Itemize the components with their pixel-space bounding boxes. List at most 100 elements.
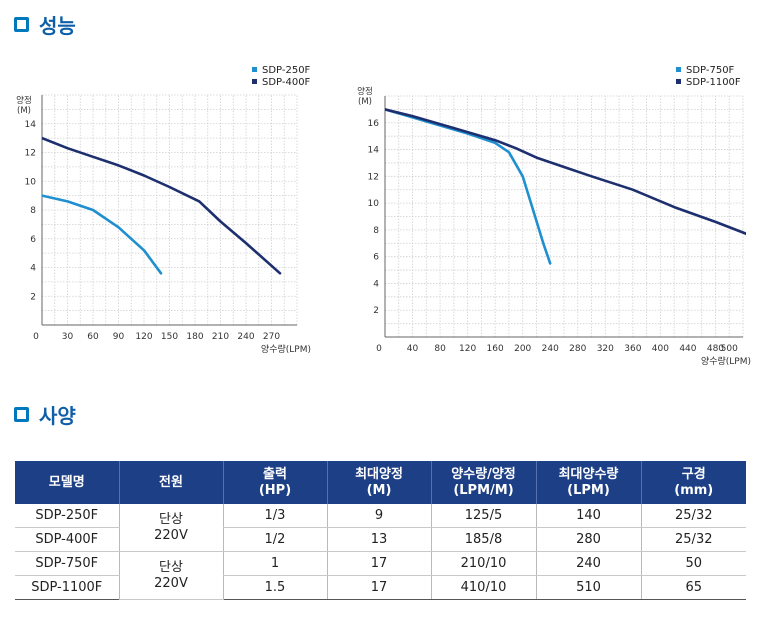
- x-tick-label: 210: [212, 332, 229, 342]
- cell-model: SDP-750F: [15, 551, 119, 576]
- x-tick-label: 360: [624, 344, 641, 354]
- cell-max-flow: 140: [535, 504, 641, 528]
- table-row: SDP-750F 단상 220V 1 17 210/10 240 50: [15, 551, 746, 600]
- x-tick-label: 0: [376, 344, 382, 354]
- table-row: SDP-1100F 1.5 17 410/10 510 65: [15, 575, 746, 600]
- x-tick-label: 440: [679, 344, 696, 354]
- y-tick-label: 8: [373, 226, 379, 236]
- y-axis-label: 양정: [16, 95, 32, 106]
- legend-swatch: [252, 79, 257, 84]
- table-row: SDP-250F 단상 220V 1/3 9 125/5 140 25/32: [15, 504, 746, 552]
- y-tick-label: 6: [30, 235, 36, 245]
- y-tick-label: 2: [30, 292, 36, 302]
- legend-swatch: [676, 67, 681, 72]
- x-tick-label: 120: [459, 344, 476, 354]
- x-tick-label: 60: [87, 332, 99, 342]
- y-tick-label: 10: [368, 199, 380, 209]
- x-tick-label: 270: [263, 332, 280, 342]
- series-line-sdp-250f: [42, 194, 163, 275]
- x-tick-label: 150: [161, 332, 178, 342]
- y-tick-label: 12: [368, 172, 379, 182]
- cell-max-head: 13: [326, 527, 431, 552]
- y-tick-label: 14: [25, 120, 37, 130]
- x-tick-label: 180: [186, 332, 203, 342]
- x-tick-label: 500: [721, 344, 738, 354]
- header-bore: 구경 (mm): [640, 461, 746, 504]
- legend-swatch: [252, 67, 257, 72]
- cell-max-head: 9: [326, 504, 431, 528]
- table-row: SDP-400F 1/2 13 185/8 280 25/32: [15, 527, 746, 552]
- x-tick-label: 320: [597, 344, 614, 354]
- cell-bore: 25/32: [640, 504, 746, 528]
- header-model: 모델명: [15, 461, 119, 504]
- x-tick-label: 280: [569, 344, 586, 354]
- cell-max-flow: 280: [535, 527, 641, 552]
- x-tick-label: 0: [33, 332, 39, 342]
- square-icon: [14, 407, 29, 422]
- cell-bore: 25/32: [640, 527, 746, 552]
- cell-hp: 1/3: [222, 504, 327, 528]
- header-power: 전원: [118, 461, 223, 504]
- x-tick-label: 80: [434, 344, 446, 354]
- header-output: 출력 (HP): [222, 461, 327, 504]
- x-tick-label: 240: [542, 344, 559, 354]
- x-axis-label: 양수량(LPM): [261, 343, 311, 355]
- y-tick-label: 6: [373, 253, 379, 263]
- y-tick-label: 4: [30, 264, 36, 274]
- header-max-flow: 최대양수량 (LPM): [535, 461, 641, 504]
- spec-table: 모델명 전원 출력 (HP) 최대양정 (M) 양수량/양정 (LPM/M) 최대양수…: [15, 461, 746, 600]
- y-tick-label: 10: [25, 177, 37, 187]
- spec-section-title: 사양: [14, 400, 76, 429]
- cell-flow-head: 410/10: [430, 575, 536, 600]
- header-max-head: 최대양정 (M): [326, 461, 431, 504]
- series-line-sdp-400f: [42, 136, 282, 275]
- y-axis-label: 양정: [357, 86, 373, 97]
- legend-label: SDP-400F: [262, 77, 311, 88]
- x-tick-label: 240: [237, 332, 254, 342]
- performance-chart-1: 0 30 60 90 120 150 180 210 240 270 2 4 6 8 10 12 14 양정(M)…: [16, 65, 311, 355]
- y-tick-label: 4: [373, 279, 379, 289]
- performance-section-title: 성능: [14, 10, 76, 39]
- x-tick-label: 480: [707, 344, 724, 354]
- y-tick-label: 14: [368, 146, 380, 156]
- y-axis-label: (M): [358, 97, 372, 107]
- cell-max-head: 17: [326, 551, 431, 576]
- cell-hp: 1: [222, 551, 327, 576]
- x-tick-label: 200: [514, 344, 531, 354]
- cell-power: 단상 220V: [118, 551, 223, 600]
- cell-flow-head: 185/8: [430, 527, 536, 552]
- x-tick-label: 120: [135, 332, 152, 342]
- cell-max-head: 17: [326, 575, 431, 600]
- header-flow-head: 양수량/양정 (LPM/M): [430, 461, 536, 504]
- cell-model: SDP-1100F: [15, 575, 119, 600]
- square-icon: [14, 17, 29, 32]
- cell-model: SDP-400F: [15, 527, 119, 552]
- legend-label: SDP-250F: [262, 65, 311, 76]
- y-tick-label: 2: [373, 306, 379, 316]
- y-tick-label: 16: [368, 119, 380, 129]
- cell-bore: 65: [640, 575, 746, 600]
- cell-max-flow: 510: [535, 575, 641, 600]
- legend-swatch: [676, 79, 681, 84]
- legend-label: SDP-1100F: [686, 77, 741, 88]
- series-line-sdp-1100f: [385, 108, 746, 236]
- y-tick-label: 12: [25, 149, 36, 159]
- cell-power: 단상 220V: [118, 504, 223, 552]
- x-tick-label: 400: [652, 344, 669, 354]
- x-tick-label: 160: [487, 344, 504, 354]
- x-tick-label: 90: [113, 332, 125, 342]
- cell-flow-head: 125/5: [430, 504, 536, 528]
- x-tick-label: 40: [407, 344, 419, 354]
- y-axis-label: (M): [17, 106, 31, 116]
- cell-flow-head: 210/10: [430, 551, 536, 576]
- spec-title-text: 사양: [39, 404, 76, 428]
- legend-label: SDP-750F: [686, 65, 735, 76]
- x-tick-label: 30: [62, 332, 74, 342]
- x-axis-label: 양수량(LPM): [701, 355, 751, 365]
- cell-max-flow: 240: [535, 551, 641, 576]
- cell-bore: 50: [640, 551, 746, 576]
- performance-title-text: 성능: [39, 14, 76, 38]
- cell-hp: 1.5: [222, 575, 327, 600]
- y-tick-label: 8: [30, 206, 36, 216]
